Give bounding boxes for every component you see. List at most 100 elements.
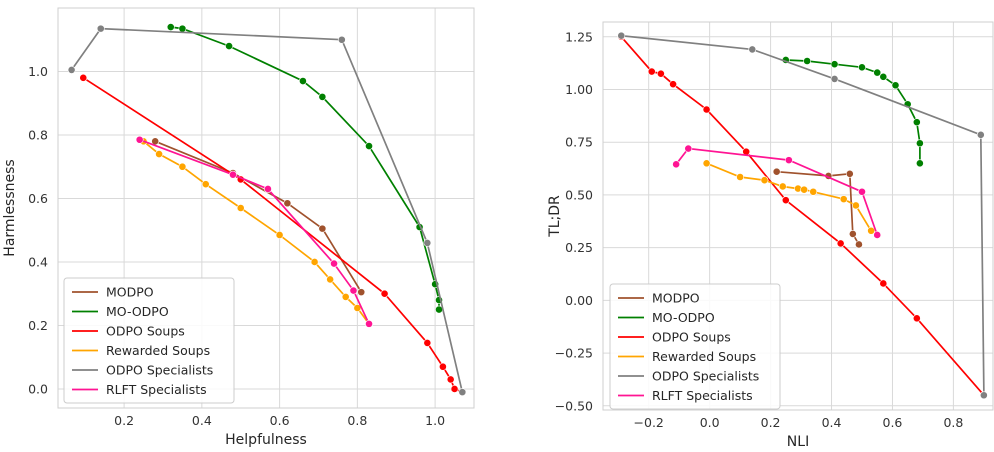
data-point [423, 239, 432, 247]
data-point [873, 68, 882, 77]
plot-frame [57, 7, 475, 409]
helpfulness-harmlessness-chart: 0.2 0.4 0.6 0.8 1.0 0.0 0.2 0.4 0.6 0.8 1.0 Helpful… [2, 7, 475, 448]
x-axis-label: Helpfulness [225, 432, 307, 448]
data-point [772, 167, 781, 176]
data-point [748, 45, 757, 54]
data-point [178, 24, 187, 33]
data-point [979, 391, 988, 400]
data-point [879, 72, 888, 81]
data-point [839, 195, 848, 204]
data-point [912, 118, 921, 127]
data-point [912, 314, 921, 323]
y-tick-label: −0.50 [555, 398, 593, 413]
data-point [702, 105, 711, 114]
data-point [879, 279, 888, 288]
data-point [365, 142, 373, 150]
y-tick-label: 0.50 [565, 187, 593, 202]
x-tick-label: 0.4 [192, 413, 212, 428]
y-tick-label: 1.25 [565, 29, 593, 44]
data-point [135, 135, 144, 144]
y-tick-label: 0.4 [28, 254, 48, 269]
data-point [891, 81, 900, 90]
data-point [803, 57, 812, 65]
plot-frame [602, 21, 994, 411]
data-point [830, 75, 839, 83]
data-point [438, 362, 447, 371]
data-point [155, 150, 163, 158]
data-point [784, 156, 793, 165]
data-point [915, 139, 924, 148]
data-point [349, 286, 358, 295]
series-modpo [772, 167, 863, 249]
data-point [310, 258, 319, 266]
series-odpo-soups [617, 32, 988, 400]
x-tick-label: 0.4 [822, 415, 842, 430]
series-odpo-soups [79, 73, 467, 397]
series-odpo-specialists [617, 31, 988, 400]
data-point [236, 204, 245, 212]
legend-label: MODPO [652, 291, 700, 306]
data-point [647, 67, 656, 76]
series-line [170, 26, 440, 310]
data-point [809, 187, 818, 196]
data-point [873, 231, 882, 239]
data-point [855, 240, 863, 249]
x-tick-label: 0.8 [943, 415, 963, 430]
data-point [702, 159, 711, 168]
data-point [326, 275, 335, 284]
data-point [684, 144, 693, 153]
legend: MODPO MO-ODPO ODPO Soups Rewarded Soups ODPO… [63, 277, 235, 404]
y-tick-label: 0.0 [28, 381, 48, 396]
data-point [669, 80, 677, 89]
y-tick-label: −0.25 [555, 346, 593, 361]
data-point [760, 176, 769, 185]
data-point [380, 289, 389, 298]
data-point [229, 170, 237, 179]
series-line [139, 138, 370, 325]
data-point [858, 63, 866, 72]
legend-label: Rewarded Soups [106, 343, 210, 358]
legend-label: MODPO [106, 285, 154, 300]
legend-label: Rewarded Soups [652, 349, 756, 364]
y-tick-label: 1.00 [565, 82, 593, 97]
legend-label: ODPO Specialists [106, 363, 213, 378]
data-point [67, 66, 76, 74]
x-tick-label: 1.0 [425, 413, 445, 428]
nli-tldr-chart: −0.2 0.0 0.2 0.4 0.6 0.8 −0.50 −0.25 0.00 0.25 0.5… [547, 21, 994, 450]
data-point [848, 230, 857, 238]
data-point [915, 159, 924, 168]
legend-label: RLFT Specialists [106, 382, 207, 397]
data-point [365, 319, 373, 328]
y-tick-label: 0.00 [565, 293, 593, 308]
data-point [299, 77, 307, 85]
x-tick-label: −0.2 [634, 415, 664, 430]
series-odpo-specialists [67, 24, 467, 397]
series-line [154, 140, 363, 293]
legend-label: ODPO Soups [652, 330, 731, 345]
data-point [337, 35, 346, 44]
x-tick-label: 0.2 [114, 413, 134, 428]
data-point [318, 224, 327, 233]
series-rewarded-soups [702, 159, 876, 235]
series-line [785, 59, 921, 164]
series-mo-odpo [781, 56, 924, 168]
y-tick-label: 0.25 [565, 240, 593, 255]
data-point [446, 375, 455, 384]
data-point [450, 385, 459, 393]
legend-label: MO-ODPO [106, 304, 169, 319]
data-point [830, 60, 839, 69]
y-tick-label: 0.75 [565, 135, 593, 150]
y-tick-label: 0.8 [28, 127, 48, 142]
data-point [778, 182, 787, 191]
data-point [836, 239, 845, 248]
legend-label: ODPO Specialists [652, 369, 759, 384]
data-point [318, 92, 327, 101]
data-point [736, 173, 745, 181]
x-tick-label: 0.6 [883, 415, 903, 430]
data-point [79, 73, 88, 82]
data-point [201, 180, 210, 189]
series-rlft-specialists [135, 135, 373, 328]
legend-label: MO-ODPO [652, 310, 715, 325]
y-tick-label: 0.6 [28, 191, 48, 206]
